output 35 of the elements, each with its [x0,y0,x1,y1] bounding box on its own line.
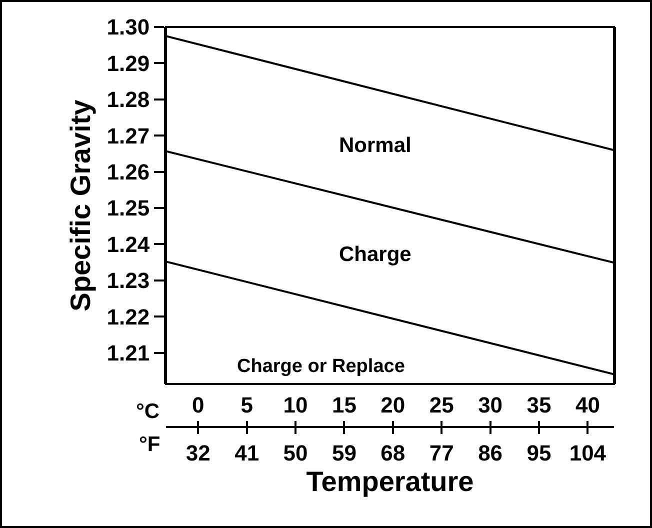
x-tick-label: 25 [429,392,454,418]
y-tick-label: 1.26 [106,160,150,185]
x-tick-label: 35 [526,392,552,418]
y-axis-title: Specific Gravity [64,99,96,312]
annotation: Charge or Replace [237,356,405,377]
x-tick-label: 0 [192,392,204,418]
x-tick-label: 30 [478,392,503,418]
x-axis-title: Temperature [306,466,474,498]
text: °C [136,400,160,423]
x-tick-label: 20 [380,392,406,418]
x2-tick-label: 77 [429,440,454,466]
y-tick-label: 1.24 [106,232,150,257]
y-tick-label: 1.21 [106,340,150,366]
x2-tick-label: 50 [283,440,308,466]
x-tick-label: 40 [575,392,600,418]
text: °F [139,433,160,456]
x2-tick-label: 32 [186,440,210,466]
y-tick-label: 1.22 [106,304,150,330]
x-tick-label: 5 [240,392,253,418]
x-tick-label: 10 [283,392,308,418]
x2-tick-label: 95 [526,440,552,466]
annotation: Normal [339,134,412,157]
x2-tick-label: 59 [332,440,356,466]
y-tick-label: 1.25 [106,196,150,221]
y-tick-label: 1.27 [106,123,150,148]
x2-tick-label: 86 [478,440,503,466]
y-tick-label: 1.29 [106,50,150,76]
annotation: Charge [339,243,412,266]
y-tick-label: 1.28 [106,87,150,112]
x-tick-label: 15 [332,392,356,418]
x2-tick-label: 41 [234,440,260,466]
y-tick-label: 1.23 [106,268,150,294]
x2-tick-label: 104 [569,440,607,466]
x2-tick-label: 68 [380,440,406,466]
y-tick-label: 1.30 [106,14,150,40]
